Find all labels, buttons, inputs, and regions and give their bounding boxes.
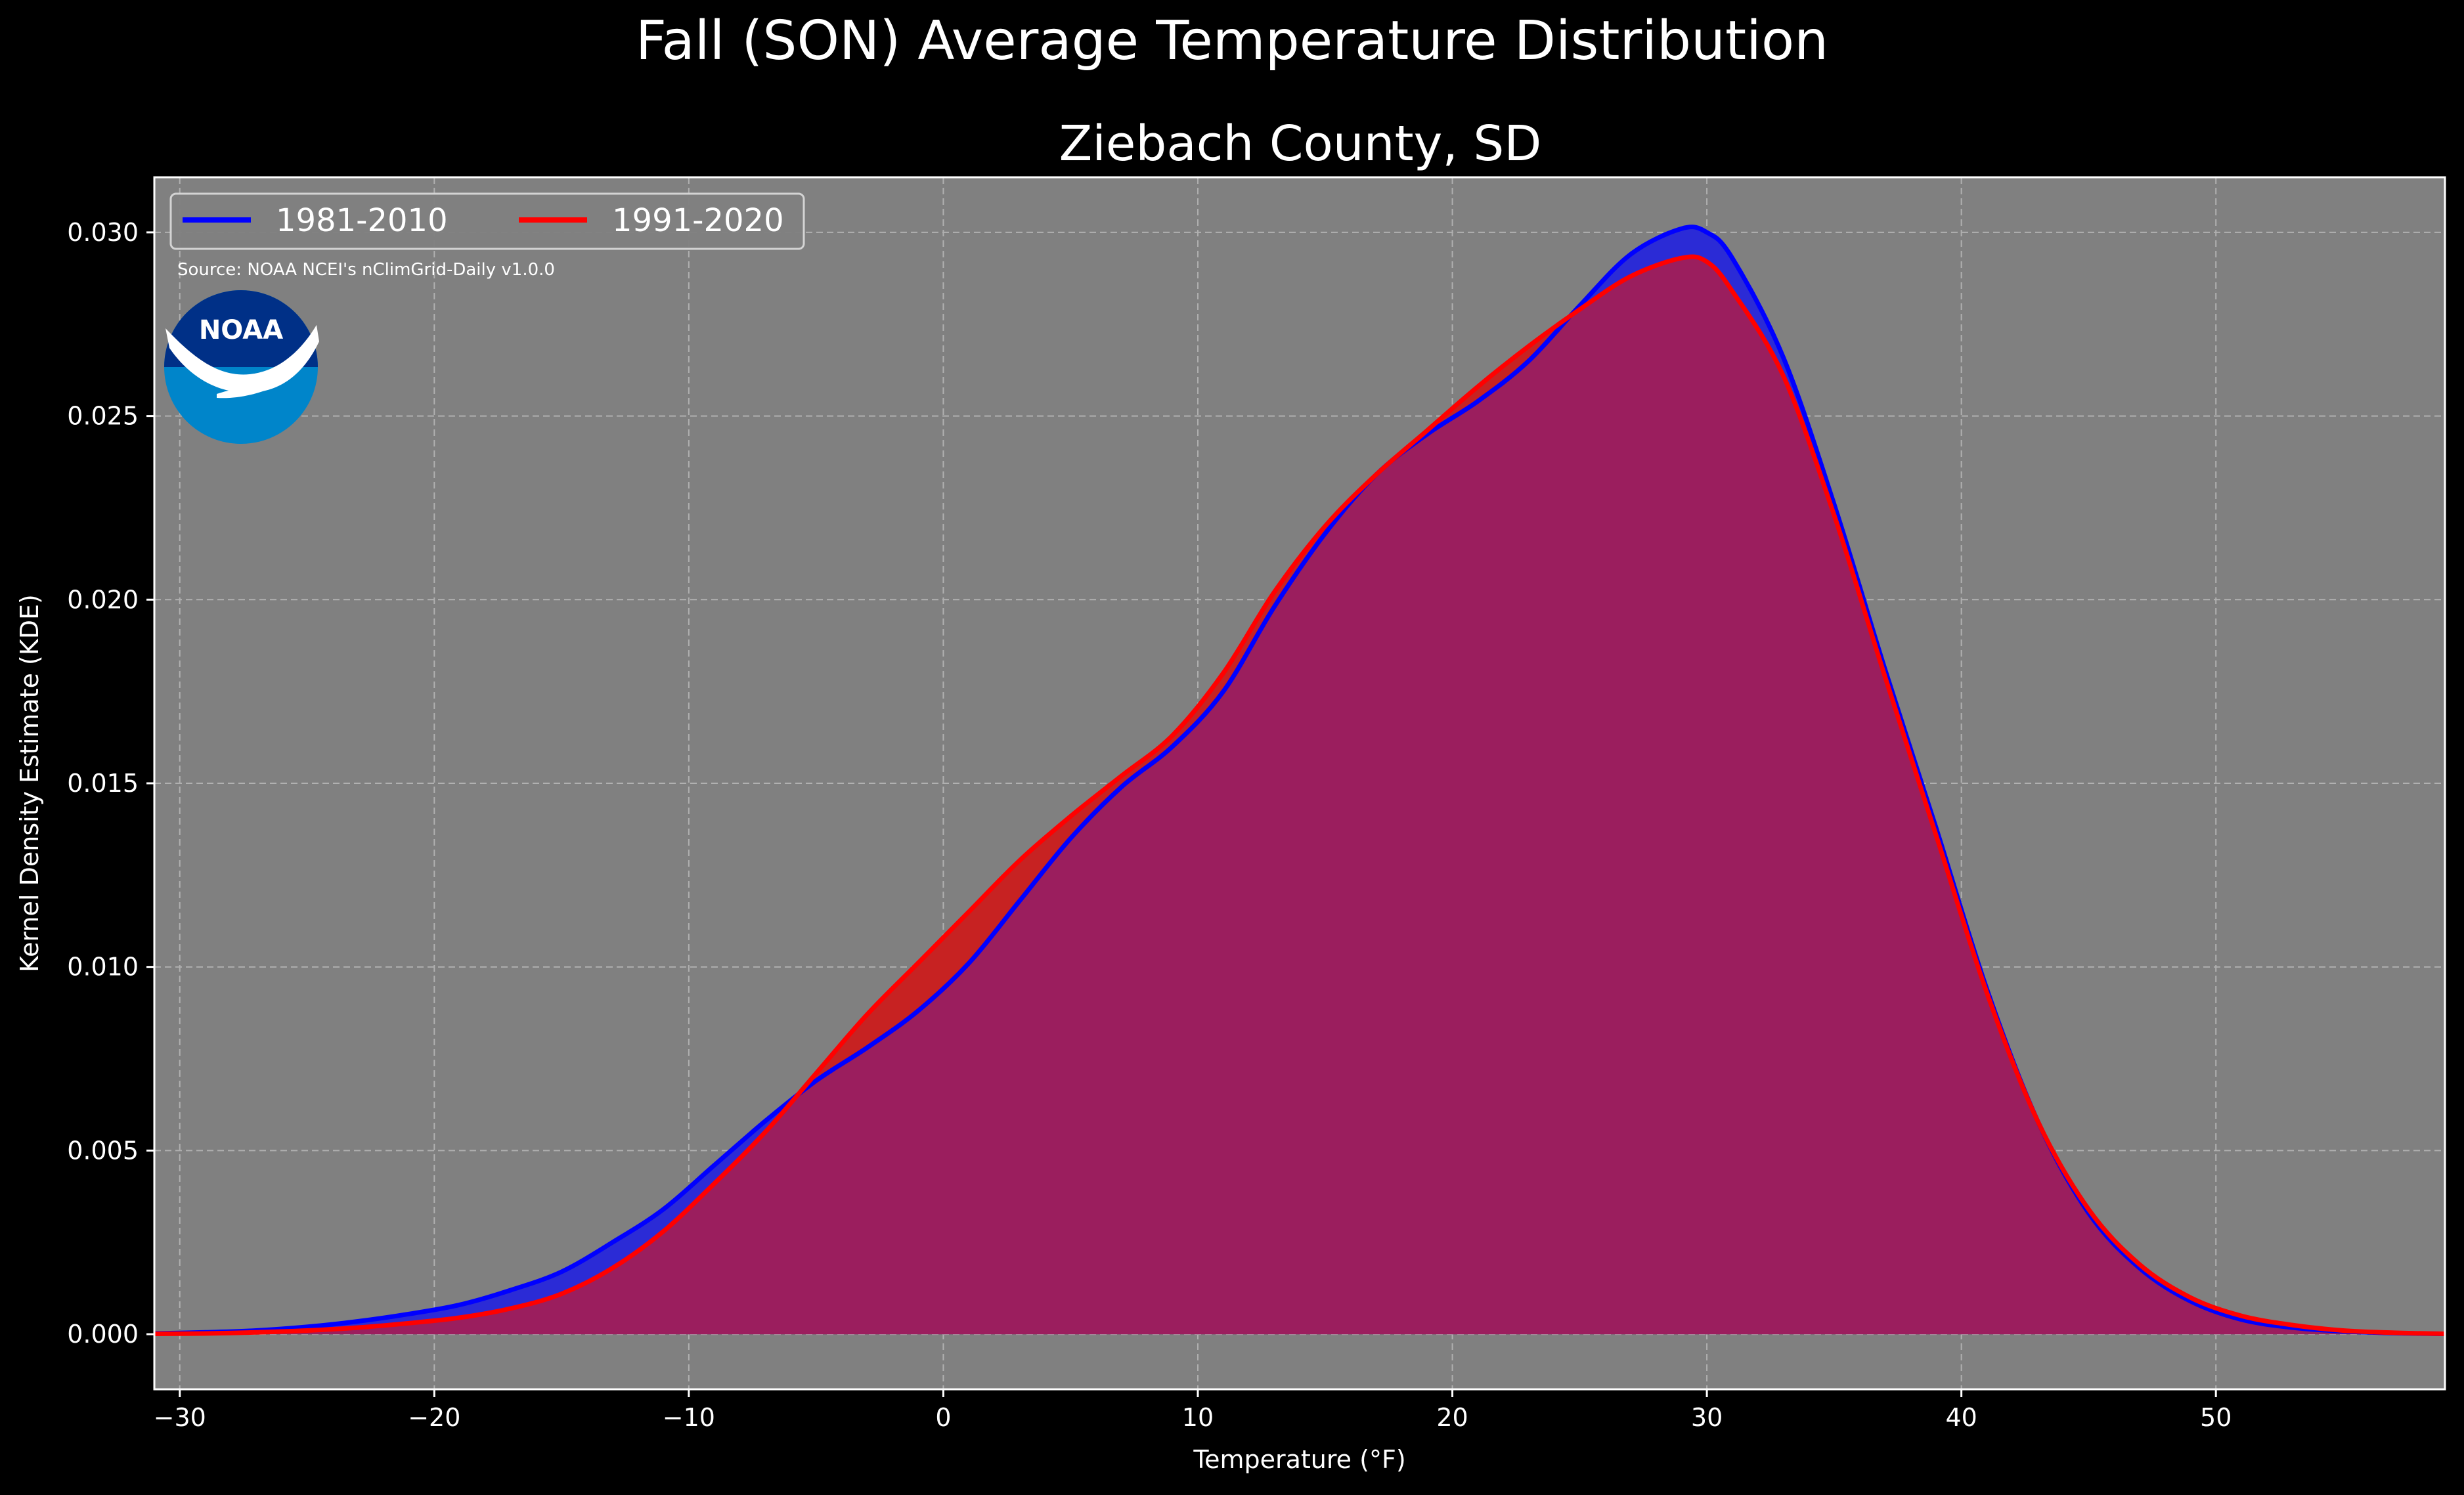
x-tick-label: 30 <box>1691 1403 1723 1432</box>
x-tick-label: 50 <box>2200 1403 2232 1432</box>
y-axis-ticks: 0.000 0.005 0.010 0.015 0.020 0.025 0.030 <box>67 218 154 1349</box>
x-tick-label: −10 <box>663 1403 715 1432</box>
legend-box <box>169 192 805 250</box>
y-tick-label: 0.015 <box>67 769 139 798</box>
density-lines <box>154 225 2446 1336</box>
source-annotation: Source: NOAA NCEI's nClimGrid-Daily v1.0… <box>177 260 555 280</box>
y-axis-label: Kernel Density Estimate (KDE) <box>15 594 44 972</box>
x-tick-label: 10 <box>1182 1403 1214 1432</box>
x-axis-label: Temperature (°F) <box>1193 1445 1405 1474</box>
y-tick-label: 0.005 <box>67 1136 139 1165</box>
x-tick-label: −20 <box>408 1403 460 1432</box>
legend-label-1981-2010: 1981-2010 <box>276 202 448 239</box>
area-overlap <box>154 256 2445 1335</box>
y-tick-label: 0.025 <box>67 402 139 431</box>
x-tick-label: 0 <box>935 1403 951 1432</box>
svg-text:NOAA: NOAA <box>199 315 283 345</box>
x-tick-label: 40 <box>1945 1403 1977 1432</box>
density-areas <box>154 227 2445 1335</box>
chart-title: Fall (SON) Average Temperature Distribut… <box>636 10 1828 72</box>
x-tick-label: −30 <box>154 1403 206 1432</box>
legend: 1981-2010 1991-2020 <box>169 192 805 250</box>
y-tick-label: 0.010 <box>67 953 139 982</box>
x-axis-ticks: −30 −20 −10 0 10 20 30 40 50 <box>154 1389 2232 1432</box>
noaa-logo: NOAA <box>164 290 319 444</box>
line-1991-2020 <box>154 254 2446 1336</box>
x-tick-label: 20 <box>1436 1403 1468 1432</box>
y-tick-label: 0.030 <box>67 218 139 247</box>
legend-label-1991-2020: 1991-2020 <box>612 202 784 239</box>
y-tick-label: 0.020 <box>67 585 139 614</box>
chart-subtitle: Ziebach County, SD <box>1059 116 1542 172</box>
y-tick-label: 0.000 <box>67 1320 139 1349</box>
